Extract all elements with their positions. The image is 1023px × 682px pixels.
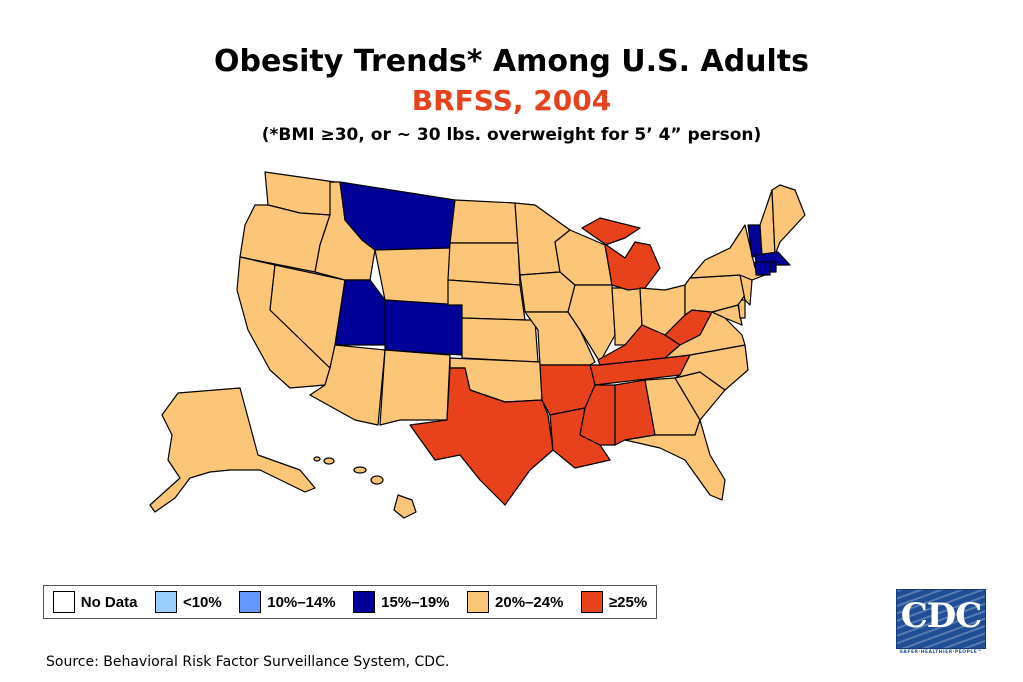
state-hi-big-island <box>393 494 417 519</box>
logo-text: CDC <box>900 596 983 636</box>
state-ak <box>149 387 316 513</box>
state-nm <box>379 349 451 426</box>
legend-swatch <box>52 591 75 613</box>
state-ct <box>754 261 771 276</box>
legend-label: <10% <box>182 593 222 611</box>
state-va <box>664 311 746 359</box>
logo-stripes <box>897 590 985 648</box>
legend-swatch <box>353 591 376 613</box>
state-ks <box>461 317 539 363</box>
legend-item: ≥25% <box>580 591 648 613</box>
state-hi-kauai <box>313 456 321 462</box>
legend-item: No Data <box>52 591 138 613</box>
legend-swatch <box>154 591 177 613</box>
legend-swatch <box>467 591 490 613</box>
legend-item: 20%–24% <box>467 591 563 613</box>
legend-label: 10%–14% <box>267 593 336 611</box>
logo-tagline: SAFER·HEALTHIER·PEOPLE™ <box>899 650 983 655</box>
cdc-logo: CDC <box>896 589 986 649</box>
state-me <box>771 184 806 256</box>
state-mi <box>581 217 661 291</box>
state-sd <box>447 242 521 286</box>
legend-item: 10%–14% <box>239 591 336 613</box>
legend-item: <10% <box>154 591 222 613</box>
state-wy <box>374 247 451 306</box>
bmi-note: (*BMI ≥30, or ~ 30 lbs. overweight for 5… <box>261 125 762 145</box>
state-hi-oahu <box>323 457 335 465</box>
legend-label: ≥25% <box>608 593 648 611</box>
state-ri <box>769 261 777 273</box>
state-nd <box>449 199 519 244</box>
legend-label: 15%–19% <box>381 593 450 611</box>
map-subtitle: BRFSS, 2004 <box>411 84 612 117</box>
legend-label: No Data <box>80 593 138 611</box>
legend: No Data <10% 10%–14% 15%–19% 20%–24% ≥25… <box>43 585 657 619</box>
state-hi-molokai <box>353 466 367 474</box>
legend-item: 15%–19% <box>353 591 450 613</box>
state-tx <box>409 367 554 506</box>
state-fl <box>624 419 726 501</box>
source-note: Source: Behavioral Risk Factor Surveilla… <box>46 654 450 670</box>
legend-swatch <box>580 591 603 613</box>
legend-swatch <box>239 591 262 613</box>
state-co <box>384 299 463 356</box>
state-hi-maui <box>370 475 384 485</box>
map-title: Obesity Trends* Among U.S. Adults <box>213 44 810 79</box>
state-de <box>737 299 746 319</box>
legend-label: 20%–24% <box>495 593 564 611</box>
